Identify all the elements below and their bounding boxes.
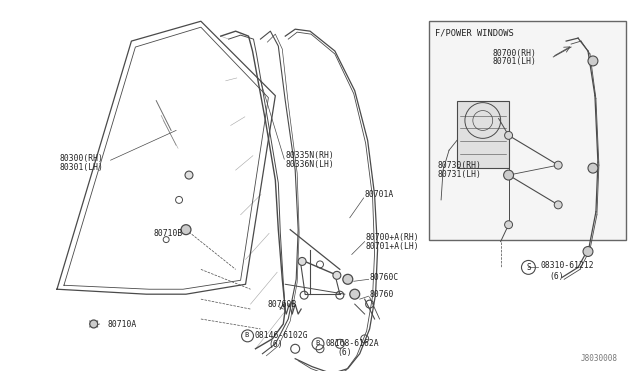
Text: F/POWER WINDOWS: F/POWER WINDOWS [435,29,514,38]
Circle shape [554,201,562,209]
Circle shape [583,247,593,256]
Circle shape [350,289,360,299]
Circle shape [504,170,513,180]
Circle shape [181,225,191,235]
Text: 80701+A(LH): 80701+A(LH) [365,242,419,251]
Text: B: B [244,332,249,338]
Text: 80700+A(RH): 80700+A(RH) [365,233,419,242]
Text: 80300(RH): 80300(RH) [60,154,104,163]
Circle shape [185,171,193,179]
Text: 80760B: 80760B [268,299,297,309]
Text: (6): (6) [338,348,353,357]
Text: 08168-6162A: 08168-6162A [326,339,380,348]
Text: J8030008: J8030008 [580,354,618,363]
Circle shape [333,271,341,279]
Text: (6): (6) [268,340,283,349]
Circle shape [298,257,306,265]
Text: B: B [315,340,319,346]
Text: 80710A: 80710A [108,320,137,330]
Text: 80701(LH): 80701(LH) [493,57,536,67]
Circle shape [588,56,598,66]
Text: 80710B: 80710B [153,229,182,238]
Text: 80701A: 80701A [365,190,394,199]
Text: 80760: 80760 [370,290,394,299]
Text: S: S [526,263,531,272]
Text: 80760C: 80760C [370,273,399,282]
Text: 80730(RH): 80730(RH) [437,161,481,170]
Circle shape [504,131,513,140]
Text: 80336N(LH): 80336N(LH) [285,160,334,169]
Circle shape [90,320,98,328]
Circle shape [554,161,562,169]
Text: 80731(LH): 80731(LH) [437,170,481,179]
Text: 80335N(RH): 80335N(RH) [285,151,334,160]
Text: 08146-6102G: 08146-6102G [255,331,308,340]
Text: 80301(LH): 80301(LH) [60,163,104,171]
Circle shape [588,163,598,173]
FancyBboxPatch shape [457,101,509,168]
Text: 08310-61212: 08310-61212 [540,261,594,270]
Text: (6): (6) [549,272,564,281]
FancyBboxPatch shape [429,21,626,240]
Circle shape [504,221,513,229]
Text: 80700(RH): 80700(RH) [493,48,536,58]
Circle shape [343,274,353,284]
